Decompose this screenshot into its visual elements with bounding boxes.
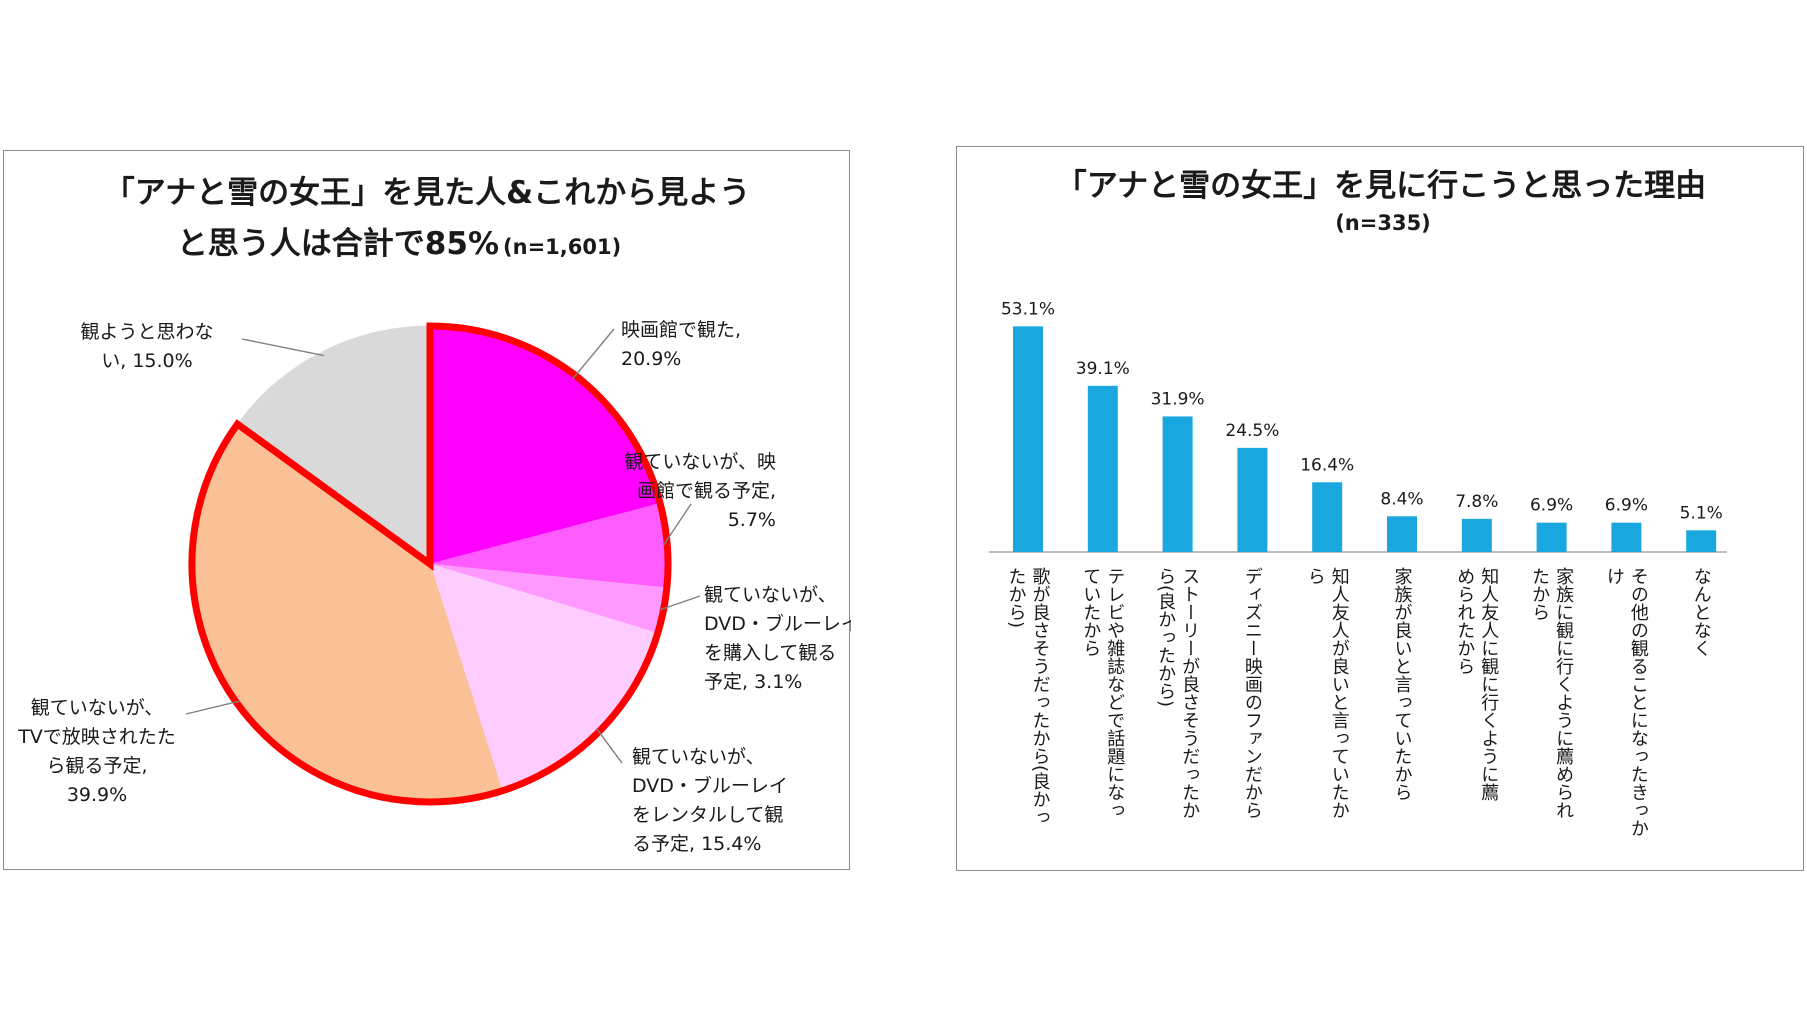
bar-category-label: ら(良かったから) <box>1155 567 1176 707</box>
bar-value-label: 6.9% <box>1530 496 1573 516</box>
pie-chart: 「アナと雪の女王」を見た人&これから見よう と思う人は合計で85% (n=1,60… <box>17 175 851 855</box>
bar-category-label: 家族に観に行くように薦められ <box>1553 567 1574 819</box>
bar-value-label: 6.9% <box>1605 496 1648 516</box>
bar-category-label: テレビや雑誌などで話題になっ <box>1104 567 1125 819</box>
bar-category-label: ディズニー映画のファンだから <box>1242 567 1263 819</box>
bar-category-label: たから <box>1529 567 1550 621</box>
bar-category-label: その他の観ることになったきっか <box>1628 567 1649 837</box>
bar-category-label: たから) <box>1006 567 1027 628</box>
bar-chart-panel: 「アナと雪の女王」を見に行こうと思った理由 (n=335) 53.1% 歌が良さそ… <box>956 146 1804 871</box>
bar-value-label: 8.4% <box>1380 489 1423 509</box>
pie-highlight-outline <box>188 322 672 806</box>
bar-category-label: ら <box>1305 567 1326 585</box>
pie-leader-line <box>659 595 701 611</box>
bar-value-label: 53.1% <box>1001 299 1055 319</box>
pie-slice-label: 映画館で観た, 20.9% <box>621 319 741 370</box>
bar <box>1461 518 1492 552</box>
pie-slice-label: 観ていないが、 DVD・ブルーレイを購入して観る予定, 3.1% <box>704 584 851 693</box>
bar <box>1536 522 1567 552</box>
pie-leader-line <box>595 728 623 764</box>
bar-category-label: 歌が良さそうだったから(良かっ <box>1030 567 1051 826</box>
pie-title-main: と思う人は合計で85% <box>177 226 499 262</box>
bar <box>1013 326 1043 552</box>
pie-slice-label: 観ていないが、映画館で観る予定, 5.7% <box>624 451 776 531</box>
bar-category-label: ストーリーが良さそうだったか <box>1179 567 1200 819</box>
bar <box>1686 530 1717 552</box>
pie-leader-line <box>572 328 615 380</box>
bar-value-label: 39.1% <box>1076 359 1130 379</box>
pie-slice-label: 観ていないが、 TVで放映されたたら観る予定, 39.9% <box>17 697 176 806</box>
pie-chart-panel: 「アナと雪の女王」を見た人&これから見よう と思う人は合計で85% (n=1,60… <box>3 150 851 870</box>
bar-category-label: ていたから <box>1080 567 1101 657</box>
pie-title-line1: 「アナと雪の女王」を見た人&これから見よう <box>104 175 750 211</box>
pie-title-note: (n=1,601) <box>503 235 621 259</box>
bar <box>1237 447 1268 552</box>
bar-title: 「アナと雪の女王」を見に行こうと思った理由 <box>1056 168 1706 204</box>
bar <box>1312 482 1343 552</box>
bar-subtitle: (n=335) <box>1335 211 1431 235</box>
bar-value-label: 5.1% <box>1680 503 1723 523</box>
pie-title-line2: と思う人は合計で85% (n=1,601) <box>177 226 621 262</box>
pie-leader-line <box>241 338 324 357</box>
bar-category-label: められたから <box>1454 567 1475 675</box>
bar-category-label: 家族が良いと言っていたから <box>1392 567 1413 801</box>
pie-slice <box>236 325 431 565</box>
bar <box>1087 385 1118 552</box>
bar <box>1611 522 1642 552</box>
pie-leader-line <box>662 503 692 547</box>
bar-value-label: 16.4% <box>1300 455 1354 475</box>
bar <box>1387 516 1417 552</box>
bar-category-label: 知人友人に観に行くように薦 <box>1478 567 1499 801</box>
bar-category-label: け <box>1604 567 1625 585</box>
bar-value-label: 24.5% <box>1225 421 1279 441</box>
bar-category-label: なんとなく <box>1691 567 1712 657</box>
bar-value-label: 7.8% <box>1455 492 1498 512</box>
bar-category-label: 知人友人が良いと言っていたか <box>1329 567 1350 819</box>
pie-slice-label: 観ていないが、 DVD・ブルーレイをレンタルして観る予定, 15.4% <box>632 746 788 855</box>
bar-chart: 「アナと雪の女王」を見に行こうと思った理由 (n=335) 53.1% 歌が良さそ… <box>989 168 1727 837</box>
bar <box>1162 416 1193 552</box>
pie-slice-label: 観ようと思わない, 15.0% <box>80 321 213 372</box>
bar-value-label: 31.9% <box>1151 389 1205 409</box>
pie-leader-line <box>185 700 241 715</box>
